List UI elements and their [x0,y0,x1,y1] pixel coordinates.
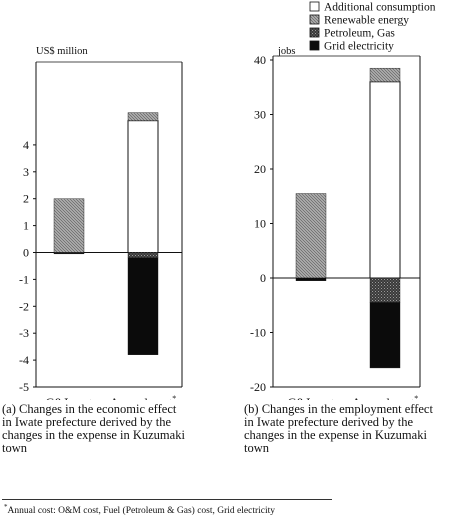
chart-a-category-superscript: * [172,394,176,400]
chart-a-y-axis-label: US$ million [36,46,88,57]
chart-b-ytick-label: 20 [254,162,266,176]
chart-b-ytick-label: 0 [260,271,266,285]
chart-b-bar-c-i-cost-grid-electricity [295,277,327,281]
chart-b-y-axis-label: jobs [277,46,296,57]
footnote-divider [2,499,332,500]
chart-a-ytick-label: 3 [23,165,29,179]
chart-b-bar-annual-cost-petroleum-gas [369,277,401,303]
chart-b-caption-line-4: town [244,441,269,455]
legend-swatch-renewable-energy [309,14,320,25]
chart-a-ytick-label: 2 [23,192,29,206]
chart-a-bar-annual-cost-grid-electricity [127,257,159,355]
chart-a-ytick-label: -4 [19,353,29,367]
chart-a-category-label: C&I cost [45,395,93,400]
chart-a-bar-annual-cost-renewable-energy [127,112,159,121]
chart-a-economic-effect: -5 -4 -3 -2 -1 0 1 2 3 4 US$ million C&I cost Annual… [19,46,183,400]
footnote: *Annual cost: O&M cost, Fuel (Petroleum … [4,503,275,516]
footnote-marker: * [4,503,8,511]
chart-b-caption: (b) Changes in the employment effect in … [244,403,474,455]
chart-a-ytick-label: 0 [23,246,29,260]
legend-label-petroleum-gas: Petroleum, Gas [324,28,395,40]
chart-b-bar-annual-cost-renewable-energy [369,67,401,83]
chart-b-category-superscript: * [414,394,418,400]
chart-b-caption-line-2: in Iwate prefecture derived by the [244,415,414,429]
chart-a-ytick-label: -2 [19,299,29,313]
legend-label-additional-consumption: Additional consumption [324,2,436,14]
chart-a-ytick-label: -1 [19,272,29,286]
chart-b-caption-line-1: (b) Changes in the employment effect [244,402,433,416]
chart-a-caption: (a) Changes in the economic effect in Iw… [2,403,234,455]
chart-b-ytick-label: -10 [250,326,266,340]
chart-a-bar-c-i-cost-grid-electricity [53,252,85,255]
footnote-text: Annual cost: O&M cost, Fuel (Petroleum &… [7,506,276,517]
chart-b-bar-annual-cost-grid-electricity [369,302,401,369]
legend-swatch-grid-electricity [309,40,320,51]
chart-b-ytick-label: 40 [254,53,266,67]
chart-a-category-label: Annual cost* [110,394,176,400]
chart-b-bar-annual-cost-additional-consumption [369,81,401,279]
chart-a-caption-line-2: in Iwate prefecture derived by the [2,415,172,429]
legend-label-renewable-energy: Renewable energy [324,15,409,27]
chart-a-bar-c-i-cost-renewable-energy [53,198,85,253]
chart-a-ytick-label: 1 [23,219,29,233]
chart-a-caption-line-4: town [2,441,27,455]
chart-a-ytick-label: 4 [23,138,29,152]
legend-swatch-petroleum-gas [309,27,320,38]
chart-a-ytick-label: -3 [19,326,29,340]
legend-label-grid-electricity: Grid electricity [324,41,394,53]
chart-a-bar-annual-cost-additional-consumption [127,120,159,253]
chart-b-category-label: C&I cost [287,395,335,400]
chart-a-caption-line-1: (a) Changes in the economic effect [2,402,177,416]
chart-a-ytick-label: -5 [19,380,29,394]
chart-a-caption-line-3: changes in the expense in Kuzumaki [2,428,185,442]
chart-b-caption-line-3: changes in the expense in Kuzumaki [244,428,427,442]
chart-b-category-label: Annual cost* [352,394,418,400]
chart-b-ytick-label: 10 [254,217,266,231]
chart-b-bar-c-i-cost-renewable-energy [295,193,327,279]
chart-b-ytick-label: 30 [254,108,266,122]
chart-a-bar-annual-cost-petroleum-gas [127,252,159,259]
chart-b-employment-effect: -20 -10 0 10 20 30 40 jobs C&I cost Annual cost* [250,46,421,400]
legend-swatch-additional-consumption [309,1,320,12]
chart-b-ytick-label: -20 [250,380,266,394]
